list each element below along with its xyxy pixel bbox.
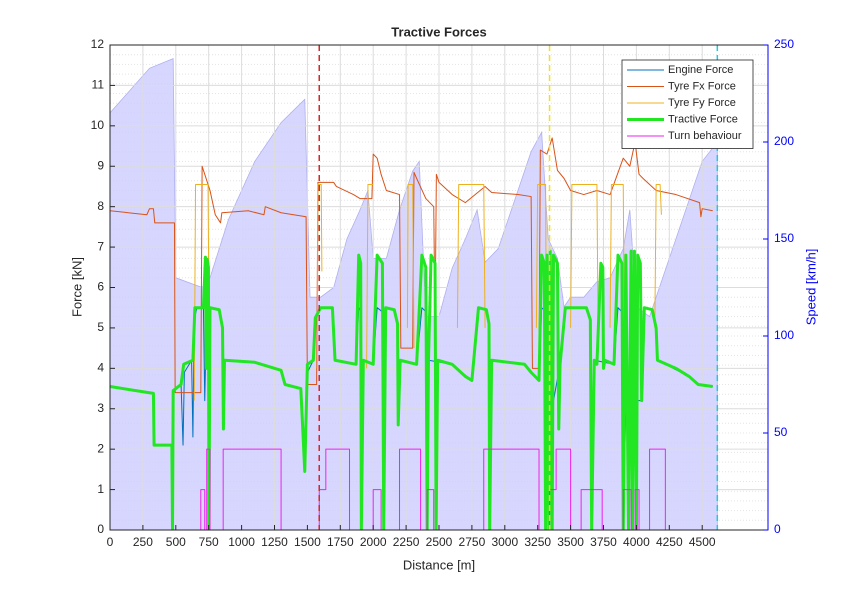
y2-tick-label: 200: [774, 134, 794, 148]
chart-title: Tractive Forces: [391, 24, 486, 39]
series-line: [110, 448, 713, 530]
plot-area: [110, 45, 768, 530]
x-axis-label: Distance [m]: [403, 557, 475, 572]
x-tick-label: 2250: [393, 535, 420, 549]
legend-label: Tyre Fy Force: [668, 97, 736, 109]
x-tick-label: 0: [107, 535, 114, 549]
y-tick-label: 12: [91, 37, 105, 51]
y-axis-label: Force [kN]: [69, 257, 84, 317]
y-tick-label: 9: [97, 158, 104, 172]
x-tick-label: 750: [199, 535, 219, 549]
y-tick-label: 11: [92, 78, 105, 92]
y-tick-label: 3: [97, 401, 104, 415]
y2-tick-label: 0: [774, 522, 781, 536]
y-tick-label: 6: [97, 280, 104, 294]
legend-label: Engine Force: [668, 64, 733, 76]
x-tick-label: 4250: [656, 535, 683, 549]
y2-tick-label: 250: [774, 37, 794, 51]
legend-label: Turn behaviour: [668, 130, 742, 142]
x-tick-label: 3500: [557, 535, 584, 549]
x-tick-label: 2500: [426, 535, 453, 549]
y-tick-label: 8: [97, 199, 104, 213]
series-line: [110, 137, 713, 394]
x-tick-label: 500: [166, 535, 186, 549]
y2-tick-label: 100: [774, 328, 794, 342]
x-tick-label: 3000: [491, 535, 518, 549]
y-tick-label: 10: [91, 118, 105, 132]
series-line: [193, 183, 662, 401]
x-tick-label: 4000: [623, 535, 650, 549]
x-tick-label: 1500: [294, 535, 321, 549]
legend-label: Tractive Force: [668, 113, 738, 125]
x-tick-label: 2750: [459, 535, 486, 549]
y-tick-label: 1: [97, 482, 104, 496]
x-tick-label: 1000: [228, 535, 255, 549]
y-tick-label: 0: [97, 522, 104, 536]
x-tick-label: 250: [133, 535, 153, 549]
x-tick-label: 1250: [261, 535, 288, 549]
legend-box: [621, 59, 754, 149]
y-tick-label: 2: [97, 441, 104, 455]
y2-tick-label: 50: [774, 425, 788, 439]
x-tick-label: 3750: [590, 535, 617, 549]
y2-tick-label: 150: [774, 231, 794, 245]
y-tick-label: 4: [97, 361, 104, 375]
x-tick-label: 3250: [524, 535, 551, 549]
x-tick-label: 2000: [360, 535, 387, 549]
x-tick-label: 4500: [689, 535, 716, 549]
legend-label: Tyre Fx Force: [668, 80, 736, 92]
y2-axis-label: Speed [km/h]: [803, 249, 818, 326]
legend: Engine Force Tyre Fx Force Tyre Fy Force Tr…: [621, 59, 754, 149]
y-tick-label: 5: [97, 320, 104, 334]
x-tick-label: 1750: [327, 535, 354, 549]
y-tick-label: 7: [97, 239, 104, 253]
series-line: [110, 249, 713, 530]
